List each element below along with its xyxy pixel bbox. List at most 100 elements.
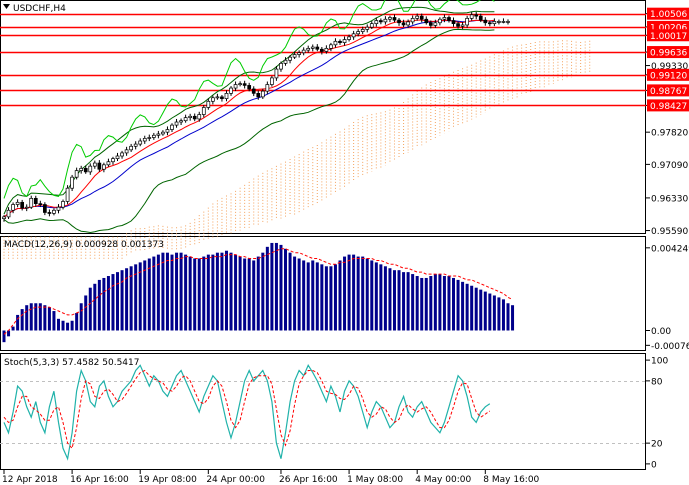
candle-body <box>310 46 315 49</box>
price-level-label-box <box>647 29 689 42</box>
candle-body <box>451 20 456 24</box>
time-tick-label: 24 Apr 00:00 <box>206 475 265 485</box>
macd-histogram-bar <box>2 330 6 343</box>
macd-histogram-bar <box>120 270 124 331</box>
candle-body <box>374 20 379 24</box>
macd-histogram-bar <box>406 272 410 331</box>
candle-body <box>256 93 261 98</box>
time-tick-label: 16 Apr 16:00 <box>70 475 129 485</box>
candle-body <box>478 15 483 21</box>
candle-body <box>279 63 283 70</box>
macd-histogram-bar <box>156 254 160 331</box>
macd-histogram-bar <box>461 281 465 331</box>
macd-histogram-bar <box>388 268 392 331</box>
macd-histogram-bar <box>402 272 406 331</box>
price-tick-label: 0.96330 <box>651 194 688 204</box>
candle-body <box>124 149 129 154</box>
candle-body <box>102 164 106 170</box>
price-level-label-box <box>647 46 689 59</box>
candle-body <box>183 117 188 122</box>
candle-body <box>215 96 220 99</box>
candle-body <box>106 161 111 166</box>
candle-body <box>151 134 156 138</box>
bollinger-lower-line <box>3 28 495 234</box>
macd-histogram-bar <box>352 254 356 331</box>
macd-histogram-bar <box>474 287 478 331</box>
macd-histogram-bar <box>293 256 297 331</box>
macd-histogram-bar <box>220 252 224 331</box>
price-tick-label: 0.99330 <box>651 62 688 72</box>
candle-body <box>456 23 460 27</box>
macd-histogram-bar <box>270 242 274 331</box>
macd-histogram-bar <box>84 295 88 331</box>
time-tick-label: 12 Apr 2018 <box>2 475 58 485</box>
macd-histogram-bar <box>452 277 456 331</box>
macd-histogram-bar <box>442 276 446 331</box>
candle-body <box>224 93 229 99</box>
candle-body <box>242 83 247 86</box>
macd-histogram-bar <box>47 307 51 331</box>
macd-histogram-bar <box>66 322 70 331</box>
candle-body <box>120 152 124 157</box>
price-panel-title: USDCHF,H4 <box>13 4 66 14</box>
candle-body <box>428 22 433 26</box>
macd-histogram-bar <box>25 305 29 331</box>
candle-body <box>211 97 215 102</box>
candle-body <box>406 21 410 26</box>
candle-body <box>79 168 84 171</box>
macd-histogram-bar <box>256 256 260 331</box>
candle-body <box>170 124 174 130</box>
macd-histogram-bar <box>79 303 83 331</box>
candle-body <box>419 15 424 20</box>
candle-body <box>179 120 183 123</box>
candle-body <box>83 168 88 173</box>
macd-panel-frame <box>0 236 646 351</box>
macd-histogram-bar <box>111 274 115 331</box>
macd-histogram-bar <box>56 318 60 331</box>
macd-histogram-bar <box>102 277 106 331</box>
time-tick-label: 26 Apr 16:00 <box>279 475 338 485</box>
price-panel-frame <box>0 0 646 234</box>
macd-histogram-bar <box>188 256 192 331</box>
stoch-tick-label: 20 <box>651 440 663 450</box>
candle-body <box>397 19 401 24</box>
candle-body <box>115 155 120 159</box>
candle-body <box>301 49 306 54</box>
candle-body <box>347 36 351 40</box>
candle-body <box>47 212 52 214</box>
price-level-label: 0.98427 <box>650 102 687 112</box>
price-level-label: 0.99636 <box>650 49 687 59</box>
macd-histogram-bar <box>311 260 315 331</box>
candle-body <box>97 162 102 170</box>
candle-body <box>447 17 451 21</box>
candle-body <box>487 22 492 25</box>
candle-body <box>70 176 74 189</box>
candle-body <box>6 209 11 218</box>
macd-histogram-bar <box>356 256 360 331</box>
macd-histogram-bar <box>193 258 197 331</box>
macd-histogram-bar <box>306 262 310 331</box>
candle-body <box>29 198 34 208</box>
stoch-panel: 100 80 20 0 <box>0 357 668 470</box>
price-tick-label: 0.97820 <box>651 129 688 139</box>
candle-body <box>229 87 233 94</box>
macd-histogram-bar <box>411 274 415 331</box>
macd-histogram-bar <box>501 299 505 331</box>
macd-histogram-bar <box>224 250 228 331</box>
macd-histogram-bar <box>61 320 65 331</box>
candle-body <box>492 21 497 24</box>
time-tick-label: 4 May 00:00 <box>415 475 471 485</box>
candle-body <box>192 115 197 120</box>
macd-histogram-bar <box>29 303 33 331</box>
macd-histogram-bar <box>429 276 433 331</box>
macd-signal-line <box>3 248 513 335</box>
macd-histogram-bar <box>288 252 292 331</box>
macd-histogram-bar <box>320 264 324 331</box>
macd-histogram-bar <box>52 311 56 331</box>
candle-body <box>142 138 147 142</box>
candle-body <box>88 165 93 173</box>
candle-body <box>469 14 474 19</box>
candle-body <box>43 204 47 213</box>
macd-histogram-bar <box>116 272 120 331</box>
